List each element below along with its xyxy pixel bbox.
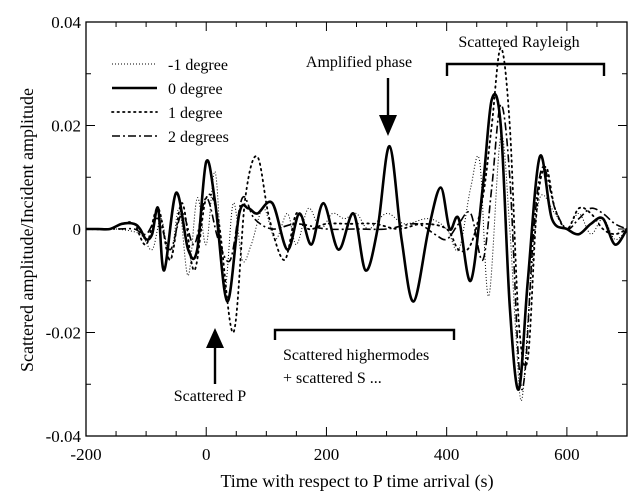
x-tick-label: -200 [70, 445, 101, 464]
legend-label-minus1: -1 degree [168, 57, 228, 74]
annotation-scattered-p: Scattered P [174, 388, 247, 405]
legend-label-2: 2 degrees [168, 129, 229, 146]
series-1-degree [86, 46, 627, 367]
x-axis-label: Time with respect to P time arrival (s) [220, 471, 493, 492]
annotation-highermodes-bracket [273, 328, 456, 340]
series-0-degree [86, 92, 627, 391]
y-tick-label: 0.04 [51, 13, 81, 32]
series-group [86, 46, 627, 402]
y-tick-label: 0 [73, 220, 82, 239]
x-tick-label: 400 [434, 445, 460, 464]
x-tick-label: 0 [202, 445, 211, 464]
annotation-scattered-highermodes: Scattered highermodes [283, 347, 429, 364]
y-axis-label: Scattered amplitude/Incident amplitude [17, 88, 37, 372]
annotation-scattered-rayleigh-bracket [445, 62, 606, 76]
annotations: Amplified phase Scattered Rayleigh Scatt… [174, 34, 606, 405]
legend: -1 degree 0 degree 1 degree 2 degrees [111, 57, 229, 146]
legend-label-0: 0 degree [168, 81, 223, 98]
y-tick-label: -0.02 [46, 324, 81, 343]
annotation-scattered-s: + scattered S ... [283, 370, 382, 387]
annotation-amplified-phase-arrow [379, 78, 397, 136]
y-tick-label: -0.04 [46, 427, 82, 446]
tick-labels-group: -200 0 200 400 600 -0.04 -0.02 0 0.02 0.04 [46, 13, 580, 464]
legend-label-1: 1 degree [168, 105, 223, 122]
x-tick-label: 200 [314, 445, 340, 464]
annotation-amplified-phase: Amplified phase [306, 54, 412, 71]
series-2-degrees [86, 103, 627, 391]
x-tick-label: 600 [554, 445, 580, 464]
annotation-scattered-rayleigh: Scattered Rayleigh [458, 34, 579, 51]
annotation-scattered-p-arrow [206, 328, 224, 384]
ticks-group [85, 21, 628, 437]
y-tick-label: 0.02 [51, 117, 81, 136]
